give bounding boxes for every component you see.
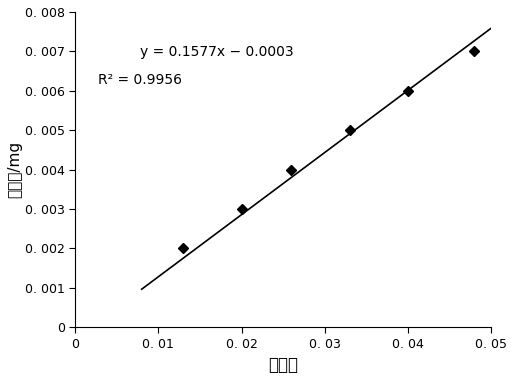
X-axis label: 吸光值: 吸光值 [268,356,298,374]
Text: R² = 0.9956: R² = 0.9956 [98,74,181,87]
Text: y = 0.1577x − 0.0003: y = 0.1577x − 0.0003 [140,45,293,59]
Y-axis label: 茶氨酸/mg: 茶氨酸/mg [7,141,22,198]
